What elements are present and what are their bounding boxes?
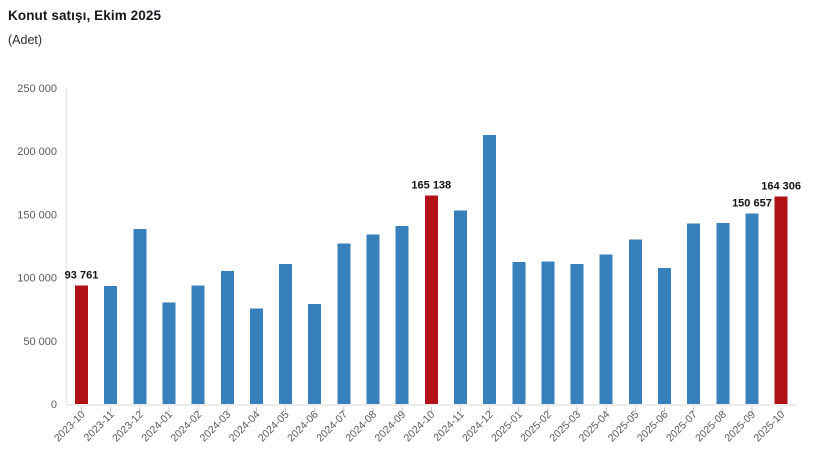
bar-2023-12[interactable] — [133, 228, 147, 404]
x-tick-label: 2023-10 — [52, 409, 88, 445]
chart-subtitle: (Adet) — [8, 33, 43, 47]
bar-2025-05[interactable] — [628, 239, 642, 404]
x-tick-label: 2024-08 — [343, 409, 379, 445]
bar-value-label: 150 657 — [732, 198, 772, 210]
bar-2025-09[interactable] — [745, 213, 759, 404]
x-tick-label: 2024-09 — [373, 409, 409, 445]
bar-2024-07[interactable] — [337, 243, 351, 404]
y-tick-label: 50 000 — [23, 336, 57, 348]
x-tick-label: 2025-03 — [547, 409, 583, 445]
x-tick-label: 2025-10 — [751, 409, 787, 445]
y-tick-label: 100 000 — [17, 273, 57, 285]
y-tick-label: 200 000 — [17, 146, 57, 158]
bar-value-label: 165 138 — [411, 179, 451, 191]
x-tick-label: 2024-12 — [460, 409, 496, 445]
bar-2024-08[interactable] — [366, 234, 380, 404]
x-tick-label: 2024-10 — [402, 409, 438, 445]
x-tick-label: 2025-02 — [518, 409, 554, 445]
bar-2023-10[interactable] — [75, 285, 88, 404]
bar-2025-04[interactable] — [599, 254, 613, 404]
x-tick-label: 2024-04 — [227, 409, 263, 445]
x-tick-label: 2025-07 — [664, 409, 700, 445]
x-tick-label: 2023-12 — [110, 409, 146, 445]
bar-2024-04[interactable] — [249, 308, 263, 404]
bar-2024-01[interactable] — [162, 302, 176, 404]
x-tick-label: 2025-04 — [577, 409, 613, 445]
bar-2025-07[interactable] — [687, 223, 701, 404]
bar-2024-09[interactable] — [395, 225, 409, 404]
x-tick-label: 2025-09 — [722, 409, 758, 445]
x-tick-label: 2024-05 — [256, 409, 292, 445]
y-tick-label: 150 000 — [17, 209, 57, 221]
x-tick-label: 2025-08 — [693, 409, 729, 445]
bar-2025-10[interactable] — [774, 196, 788, 404]
bar-2025-03[interactable] — [570, 263, 584, 404]
x-tick-label: 2024-01 — [139, 409, 175, 445]
y-tick-label: 250 000 — [17, 83, 57, 95]
x-tick-label: 2024-06 — [285, 409, 321, 445]
bar-2024-02[interactable] — [191, 285, 205, 404]
bar-2024-10[interactable] — [424, 195, 438, 404]
bar-2025-06[interactable] — [658, 267, 671, 404]
bar-2024-05[interactable] — [279, 264, 293, 404]
bar-2023-11[interactable] — [104, 285, 118, 404]
bar-2025-01[interactable] — [512, 262, 526, 404]
bar-2025-02[interactable] — [541, 261, 555, 404]
x-tick-label: 2025-05 — [606, 409, 642, 445]
bar-value-label: 93 761 — [65, 269, 99, 281]
bar-2024-11[interactable] — [453, 210, 467, 404]
bar-2025-08[interactable] — [716, 222, 730, 404]
bar-value-label: 164 306 — [761, 180, 801, 192]
bar-2024-12[interactable] — [483, 135, 497, 405]
x-tick-label: 2025-01 — [489, 409, 525, 445]
bar-2024-03[interactable] — [220, 270, 234, 404]
y-tick-label: 0 — [51, 399, 57, 411]
x-tick-label: 2025-06 — [635, 409, 671, 445]
x-tick-label: 2024-03 — [198, 409, 234, 445]
x-tick-label: 2024-07 — [314, 409, 350, 445]
x-tick-label: 2024-02 — [168, 409, 204, 445]
chart-title: Konut satışı, Ekim 2025 — [8, 8, 162, 23]
bar-2024-06[interactable] — [308, 303, 322, 404]
